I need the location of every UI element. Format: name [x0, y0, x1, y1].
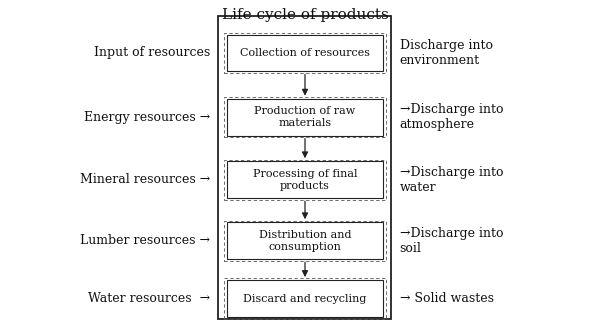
Text: →Discharge into
atmosphere: →Discharge into atmosphere: [400, 103, 503, 131]
Text: Production of raw
materials: Production of raw materials: [254, 106, 356, 128]
Bar: [224, 33, 386, 73]
Bar: [227, 161, 383, 198]
Text: → Solid wastes: → Solid wastes: [400, 292, 493, 305]
Text: Discard and recycling: Discard and recycling: [243, 293, 367, 304]
Text: →Discharge into
soil: →Discharge into soil: [400, 227, 503, 255]
Text: Input of resources: Input of resources: [94, 47, 210, 59]
Text: →Discharge into
water: →Discharge into water: [400, 166, 503, 194]
Bar: [224, 279, 386, 318]
Text: Mineral resources →: Mineral resources →: [80, 173, 210, 186]
Bar: [227, 222, 383, 259]
Bar: [218, 16, 391, 319]
Text: Life cycle of products: Life cycle of products: [221, 8, 389, 22]
Text: Lumber resources →: Lumber resources →: [81, 234, 210, 247]
Bar: [224, 221, 386, 261]
Text: Collection of resources: Collection of resources: [240, 48, 370, 58]
Text: Energy resources →: Energy resources →: [84, 111, 210, 124]
Text: Water resources  →: Water resources →: [88, 292, 210, 305]
Text: Discharge into
environment: Discharge into environment: [400, 39, 492, 67]
Text: Processing of final
products: Processing of final products: [253, 169, 357, 191]
Text: Distribution and
consumption: Distribution and consumption: [259, 230, 351, 252]
Bar: [227, 280, 383, 317]
Bar: [227, 99, 383, 135]
Bar: [224, 160, 386, 200]
Bar: [224, 97, 386, 137]
Bar: [227, 35, 383, 72]
